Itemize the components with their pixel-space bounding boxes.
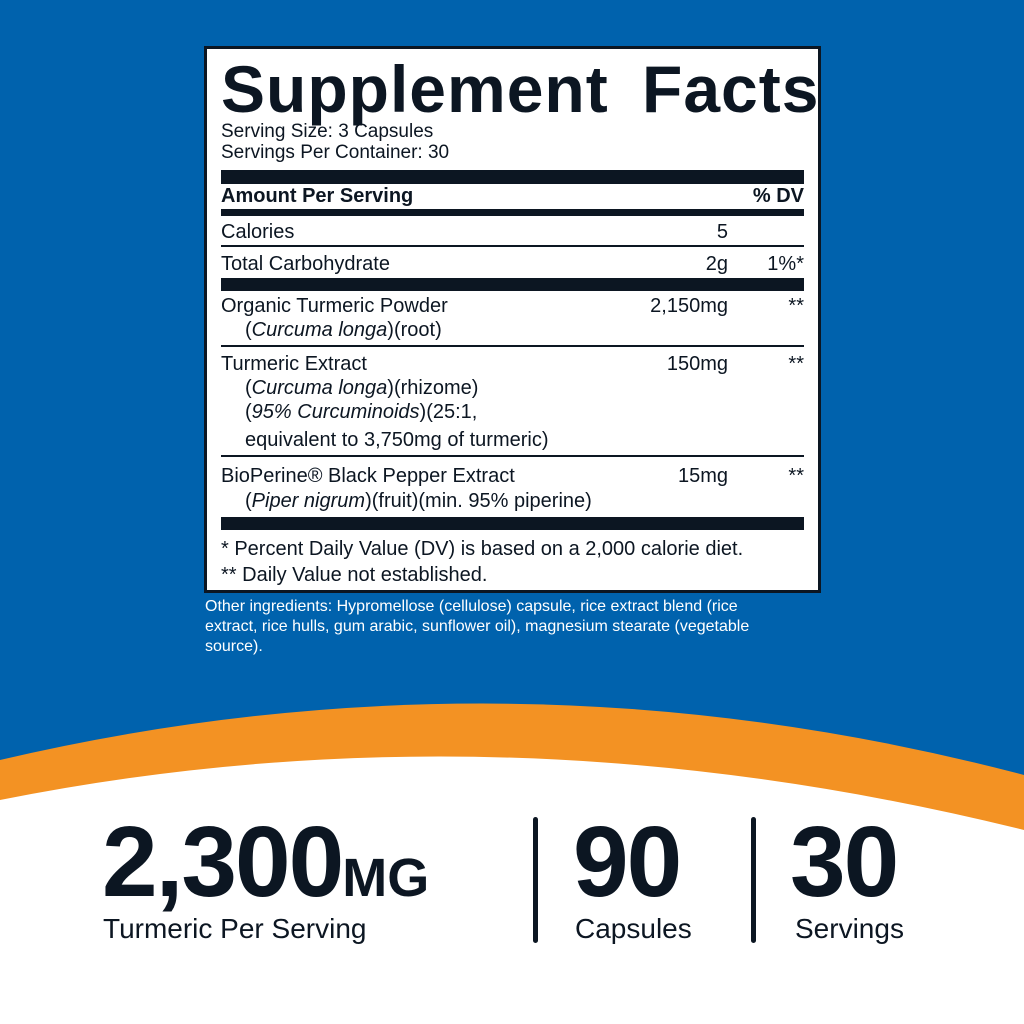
row-detail: (Curcuma longa)(rhizome) (245, 377, 479, 399)
stat-divider (751, 817, 756, 943)
divider-medium (221, 209, 804, 216)
footnote: ** Daily Value not established. (221, 564, 488, 586)
row-name: Turmeric Extract (221, 353, 367, 375)
footnote: * Percent Daily Value (DV) is based on a… (221, 538, 744, 560)
panel-title: Supplement Facts (221, 52, 820, 126)
supplement-facts-panel: Supplement Facts Serving Size: 3 Capsule… (204, 46, 821, 593)
row-amount: 15mg (677, 465, 728, 487)
row-detail: (95% Curcuminoids)(25:1, (245, 401, 478, 423)
row-amount: 5 (716, 221, 728, 243)
amount-per-serving-header: Amount Per Serving (221, 185, 414, 207)
stat-servings-label: Servings (795, 913, 904, 944)
stat-turmeric-label: Turmeric Per Serving (103, 913, 367, 944)
row-detail: (Piper nigrum)(fruit)(min. 95% piperine) (245, 490, 592, 512)
divider-thick (221, 170, 804, 184)
stat-turmeric-value: 2,300MG (102, 812, 429, 928)
row-name: Organic Turmeric Powder (221, 295, 448, 317)
dv-header: % DV (752, 185, 804, 207)
row-dv: ** (788, 353, 804, 375)
other-ingredients: Other ingredients: Hypromellose (cellulo… (205, 598, 750, 655)
row-name: Calories (221, 221, 295, 243)
row-amount: 150mg (666, 353, 728, 375)
stat-capsules-value: 90 (573, 806, 682, 918)
row-amount: 2g (705, 253, 728, 275)
stat-divider (533, 817, 538, 943)
row-amount: 2,150mg (650, 295, 728, 317)
row-detail: equivalent to 3,750mg of turmeric) (245, 429, 549, 451)
divider-thin (221, 455, 804, 457)
stat-value: 2,300 (102, 806, 344, 918)
row-name: Total Carbohydrate (221, 253, 390, 275)
row-dv: ** (788, 295, 804, 317)
row-name: BioPerine® Black Pepper Extract (221, 465, 515, 487)
servings-per-container: Servings Per Container: 30 (221, 142, 450, 163)
stat-unit: MG (342, 848, 430, 908)
divider-thin (221, 345, 804, 347)
row-dv: ** (788, 465, 804, 487)
row-dv: 1%* (767, 253, 804, 275)
divider-thick (221, 278, 804, 291)
stat-capsules-label: Capsules (575, 913, 692, 944)
row-detail: (Curcuma longa)(root) (245, 319, 442, 341)
white-area (0, 756, 1024, 1024)
serving-size: Serving Size: 3 Capsules (221, 121, 434, 142)
stat-servings-value: 30 (790, 806, 899, 918)
divider-thick (221, 517, 804, 530)
divider-thin (221, 245, 804, 247)
